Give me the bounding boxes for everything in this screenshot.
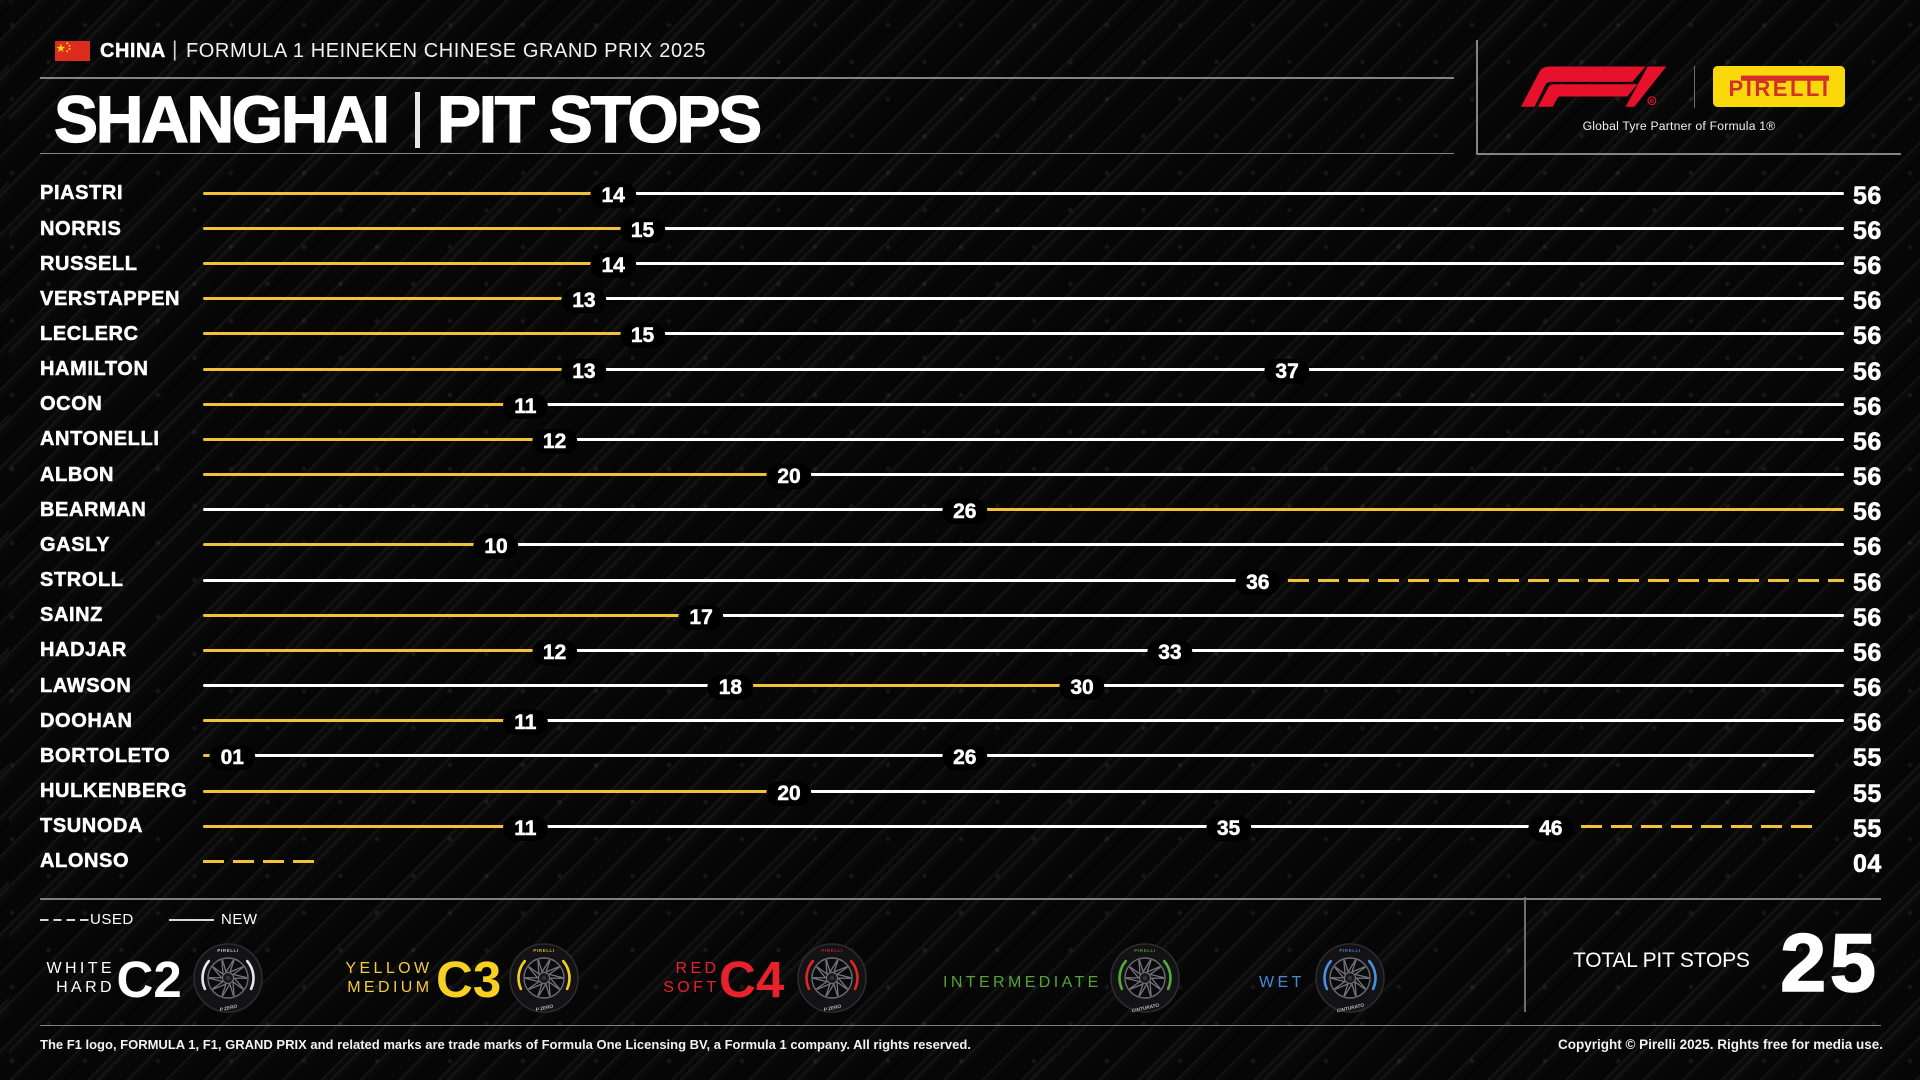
svg-text:PIRELLI: PIRELLI <box>217 948 238 953</box>
svg-text:CINTURATO: CINTURATO <box>1131 1003 1160 1014</box>
svg-text:PIRELLI: PIRELLI <box>1134 948 1155 953</box>
svg-text:PIRELLI: PIRELLI <box>821 948 842 953</box>
svg-text:CINTURATO: CINTURATO <box>1336 1003 1365 1014</box>
svg-text:PIRELLI: PIRELLI <box>1339 948 1360 953</box>
svg-text:P ZERO: P ZERO <box>535 1004 554 1014</box>
svg-text:R: R <box>1650 99 1654 105</box>
svg-text:P ZERO: P ZERO <box>219 1004 238 1014</box>
svg-text:P ZERO: P ZERO <box>823 1004 842 1014</box>
svg-text:PIRELLI: PIRELLI <box>533 948 554 953</box>
